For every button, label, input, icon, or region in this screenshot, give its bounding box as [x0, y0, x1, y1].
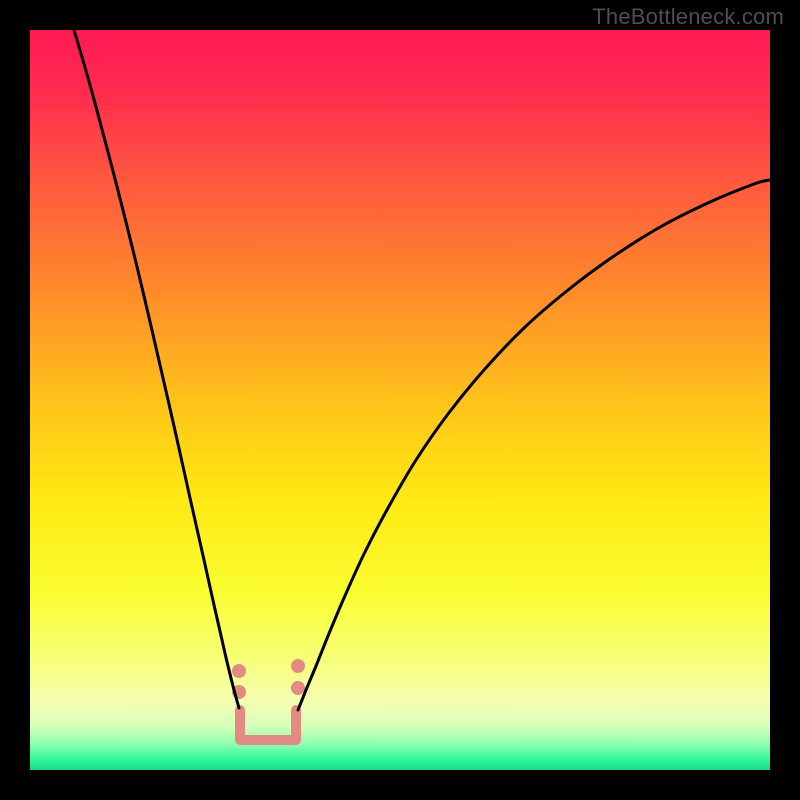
plot-area	[30, 30, 770, 770]
curves-layer	[30, 30, 770, 770]
watermark-text: TheBottleneck.com	[592, 4, 784, 30]
curve-right	[298, 180, 770, 710]
curve-left	[74, 30, 239, 708]
outer-frame: TheBottleneck.com	[0, 0, 800, 800]
salmon-marker-group	[232, 659, 305, 740]
